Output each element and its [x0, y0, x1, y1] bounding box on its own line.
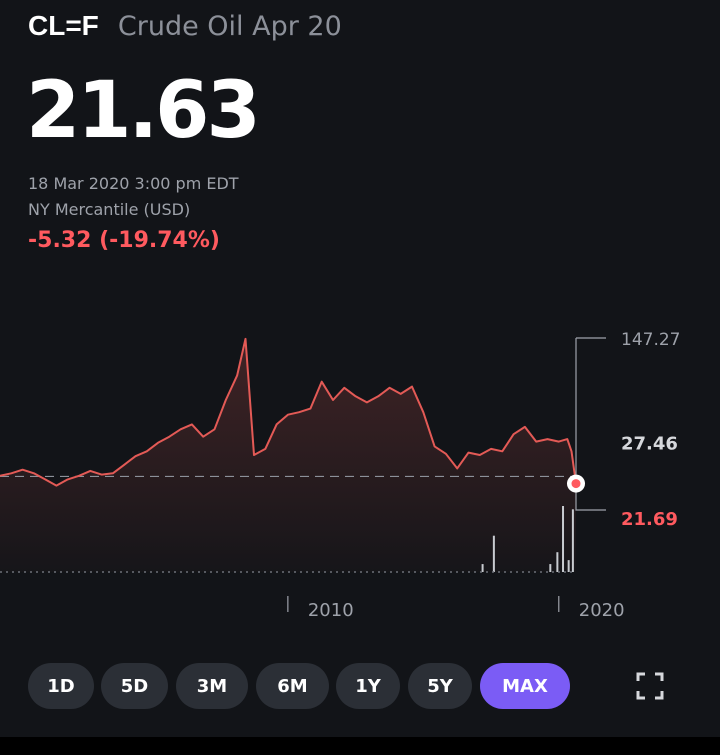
- range-6m-button[interactable]: 6M: [256, 663, 329, 709]
- instrument-name: Crude Oil Apr 20: [117, 11, 342, 42]
- last-price-dot: [571, 479, 581, 489]
- range-bracket: [575, 337, 606, 511]
- price-area-fill: [0, 338, 576, 572]
- fullscreen-icon: [636, 672, 664, 700]
- last-price: 21.63: [26, 66, 261, 156]
- quote-header: CL=F Crude Oil Apr 20: [28, 10, 342, 42]
- range-5y-button[interactable]: 5Y: [408, 663, 472, 709]
- price-series-line: [0, 337, 577, 487]
- high-label: 147.27: [621, 330, 680, 350]
- price-change: -5.32 (-19.74%): [28, 228, 220, 253]
- range-3m-button[interactable]: 3M: [176, 663, 248, 709]
- reference-label: 27.46: [621, 433, 678, 454]
- x-tick-label: 2020: [579, 600, 625, 621]
- x-tick-label: 2010: [308, 600, 354, 621]
- quote-timestamp: 18 Mar 2020 3:00 pm EDT: [28, 174, 239, 193]
- exchange-label: NY Mercantile (USD): [28, 200, 191, 219]
- fullscreen-button[interactable]: [636, 672, 664, 700]
- range-5d-button[interactable]: 5D: [101, 663, 168, 709]
- low-label: 21.69: [621, 509, 678, 530]
- bottom-bar: [0, 737, 720, 755]
- range-1d-button[interactable]: 1D: [28, 663, 94, 709]
- price-chart[interactable]: 147.27 27.46 21.69 2010 2020: [0, 300, 720, 630]
- ticker-symbol: CL=F: [28, 10, 99, 41]
- range-1y-button[interactable]: 1Y: [336, 663, 400, 709]
- range-max-button[interactable]: MAX: [480, 663, 570, 709]
